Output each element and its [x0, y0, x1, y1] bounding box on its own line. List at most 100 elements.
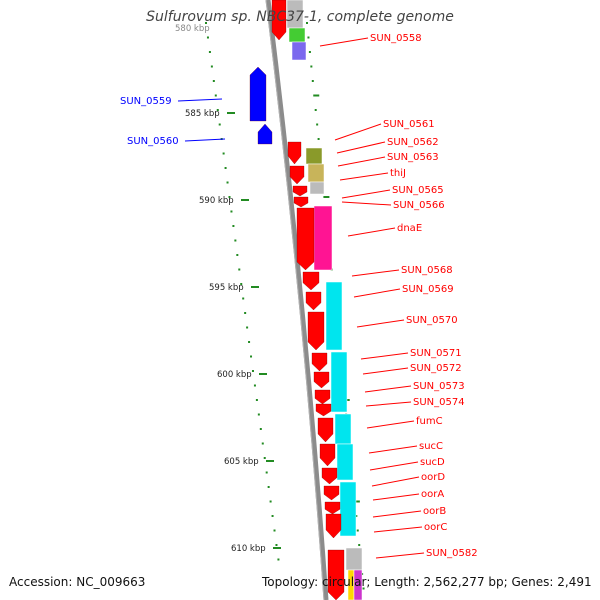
tick-dot — [362, 587, 365, 590]
tick-dot — [218, 123, 221, 126]
tick-dot — [205, 22, 207, 24]
tick-dot — [224, 167, 227, 169]
leader-line — [336, 141, 386, 154]
scale-tick — [251, 286, 259, 288]
gene-label-forward: SUN_0565 — [392, 185, 444, 196]
gene-label-forward: SUN_0573 — [413, 381, 465, 392]
leader-line — [368, 445, 418, 454]
tick-dot — [246, 326, 249, 329]
tick-dot — [232, 225, 235, 227]
gene-label-forward: SUN_0569 — [402, 284, 454, 295]
genome-backbone — [265, 0, 329, 600]
gene-arrow-forward — [325, 513, 342, 539]
gene-labels: SUN_0559 SUN_0560 SUN_0558 SUN_0561 SUN_0562… — [120, 33, 478, 559]
gene-arrow-forward — [324, 501, 341, 515]
gene-arrow-forward — [296, 207, 315, 271]
gene-arrow-forward — [327, 549, 345, 600]
leader-line — [184, 138, 226, 142]
leader-line — [365, 401, 412, 407]
leader-line — [351, 269, 400, 277]
tick-dot — [257, 413, 260, 416]
tick-dot — [323, 196, 330, 198]
tick-dot — [273, 529, 276, 532]
gene-arrow-forward — [305, 291, 322, 311]
tick-dot — [259, 428, 262, 430]
cog-block — [339, 481, 357, 537]
tick-dot — [307, 36, 310, 39]
tick-dot — [228, 196, 231, 198]
gene-label-forward: sucD — [420, 457, 445, 468]
gene-label-forward: oorD — [421, 472, 445, 483]
gene-arrow-forward — [313, 371, 330, 389]
gene-label-forward: oorA — [421, 489, 444, 500]
gene-arrow-forward — [314, 389, 331, 405]
leader-line — [364, 385, 412, 393]
tick-dot — [240, 283, 243, 285]
cog-block — [334, 413, 352, 445]
leader-line — [347, 227, 396, 237]
tick-dot — [206, 36, 209, 39]
gene-label-forward: SUN_0572 — [410, 363, 462, 374]
scale-label: 605 kbp — [224, 457, 259, 467]
tick-dot — [317, 138, 320, 140]
leader-line — [319, 37, 369, 47]
tick-dot — [269, 500, 272, 503]
gene-arrow-reverse — [257, 123, 273, 145]
gene-label-reverse: SUN_0560 — [127, 136, 179, 147]
gene-label-forward: thiJ — [390, 168, 406, 179]
tick-dot — [238, 268, 241, 271]
tick-dot — [314, 109, 317, 111]
leader-line — [360, 352, 409, 360]
tick-dot — [208, 51, 211, 53]
scale-tick — [273, 547, 281, 549]
gene-track — [249, 0, 345, 600]
gene-arrow-forward — [293, 196, 309, 208]
gene-label-forward: SUN_0562 — [387, 137, 439, 148]
gene-arrow-forward — [307, 311, 325, 351]
cog-block — [288, 27, 306, 43]
cog-block — [325, 281, 343, 351]
scale-ticks: 585 kbp 590 kbp 595 kbp 600 kbp 605 kbp 610 k… — [175, 24, 281, 554]
gene-label-forward: fumC — [416, 416, 443, 427]
scale-label: 600 kbp — [217, 370, 252, 380]
tick-dot — [236, 254, 239, 256]
gene-label-forward: sucC — [419, 441, 443, 452]
cog-block — [305, 147, 323, 165]
gene-arrow-forward — [287, 141, 302, 165]
cog-block — [309, 181, 325, 195]
leader-line — [371, 476, 420, 487]
gene-label-forward: SUN_0568 — [401, 265, 453, 276]
topology-text: Topology: circular; Length: 2,562,277 bp… — [262, 575, 592, 589]
gene-label-forward: oorB — [423, 506, 446, 517]
tick-dot — [265, 471, 268, 474]
scale-tick — [227, 112, 235, 114]
cog-color-track — [286, 0, 363, 600]
gene-arrow-forward — [292, 185, 308, 197]
gene-label-forward: oorC — [424, 522, 447, 533]
tick-dot — [210, 65, 213, 68]
leader-line — [373, 526, 423, 533]
tick-dot — [306, 22, 308, 24]
scale-label: 595 kbp — [209, 283, 244, 293]
gene-label-forward: SUN_0561 — [383, 119, 435, 130]
tick-dot — [230, 210, 233, 213]
leader-line — [366, 420, 415, 429]
leader-line — [339, 172, 389, 181]
gene-arrow-forward — [315, 403, 332, 417]
tick-dot — [226, 181, 229, 184]
tick-dot — [353, 500, 360, 503]
tick-dot — [255, 399, 258, 401]
cog-block — [330, 351, 348, 413]
scale-label-clipped: 580 kbp — [175, 24, 210, 34]
tick-dot — [313, 94, 320, 97]
leader-line — [362, 367, 409, 375]
scale-tick — [266, 460, 274, 462]
tick-dot — [261, 442, 264, 445]
gene-arrow-forward — [289, 165, 305, 185]
cog-block — [291, 41, 307, 61]
gene-label-forward: SUN_0574 — [413, 397, 465, 408]
tick-dot — [212, 80, 215, 82]
scale-label: 610 kbp — [231, 544, 266, 554]
gene-label-forward: SUN_0571 — [410, 348, 462, 359]
leader-line — [369, 461, 419, 471]
